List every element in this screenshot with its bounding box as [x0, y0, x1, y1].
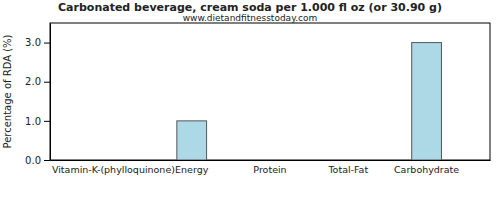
bar — [255, 160, 285, 161]
x-axis-line — [51, 160, 491, 161]
subtitle: www.dietandfitnesstoday.com — [183, 13, 318, 23]
x-tick: Carbohydrate — [394, 160, 459, 175]
x-axis: Vitamin-K-(phylloquinone)Energy Protein To… — [51, 160, 491, 175]
x-tick: Energy — [175, 160, 209, 175]
y-tick-label: 1.0 — [25, 116, 41, 127]
x-tick-label: Carbohydrate — [394, 164, 459, 175]
y-axis: 0.0 1.0 2.0 3.0 — [25, 24, 50, 166]
y-tick-mark — [44, 121, 50, 122]
bar — [99, 160, 129, 161]
x-tick-label: Protein — [253, 164, 286, 175]
x-tick-label: Vitamin-K-(phylloquinone) — [52, 164, 175, 175]
plot-frame — [50, 23, 490, 160]
x-tick-label: Total-Fat — [327, 164, 368, 175]
y-tick: 2.0 — [25, 76, 50, 87]
bars — [177, 43, 442, 160]
bar — [412, 43, 442, 160]
plot: 0.0 1.0 2.0 3.0 Vitamin-K-(phylloquinone)Ene… — [25, 23, 490, 175]
y-axis-title: Percentage of RDA (%) — [2, 34, 13, 148]
y-tick-mark — [44, 160, 50, 161]
x-tick: Total-Fat — [327, 160, 368, 175]
chart: 0.0 1.0 2.0 3.0 Vitamin-K-(phylloquinone)Ene… — [0, 0, 500, 200]
y-tick-label: 0.0 — [25, 155, 41, 166]
y-tick-label: 2.0 — [25, 76, 41, 87]
y-tick-label: 3.0 — [25, 37, 41, 48]
y-tick: 1.0 — [25, 116, 50, 127]
y-axis-line — [50, 24, 51, 161]
x-tick-label: Energy — [175, 164, 209, 175]
bar — [333, 160, 363, 161]
y-tick: 3.0 — [25, 37, 50, 48]
x-tick: Vitamin-K-(phylloquinone) — [52, 160, 175, 175]
x-tick: Protein — [253, 160, 286, 175]
y-tick-mark — [44, 82, 50, 83]
y-tick-mark — [44, 43, 50, 44]
bar — [177, 121, 207, 160]
y-tick: 0.0 — [25, 155, 50, 166]
